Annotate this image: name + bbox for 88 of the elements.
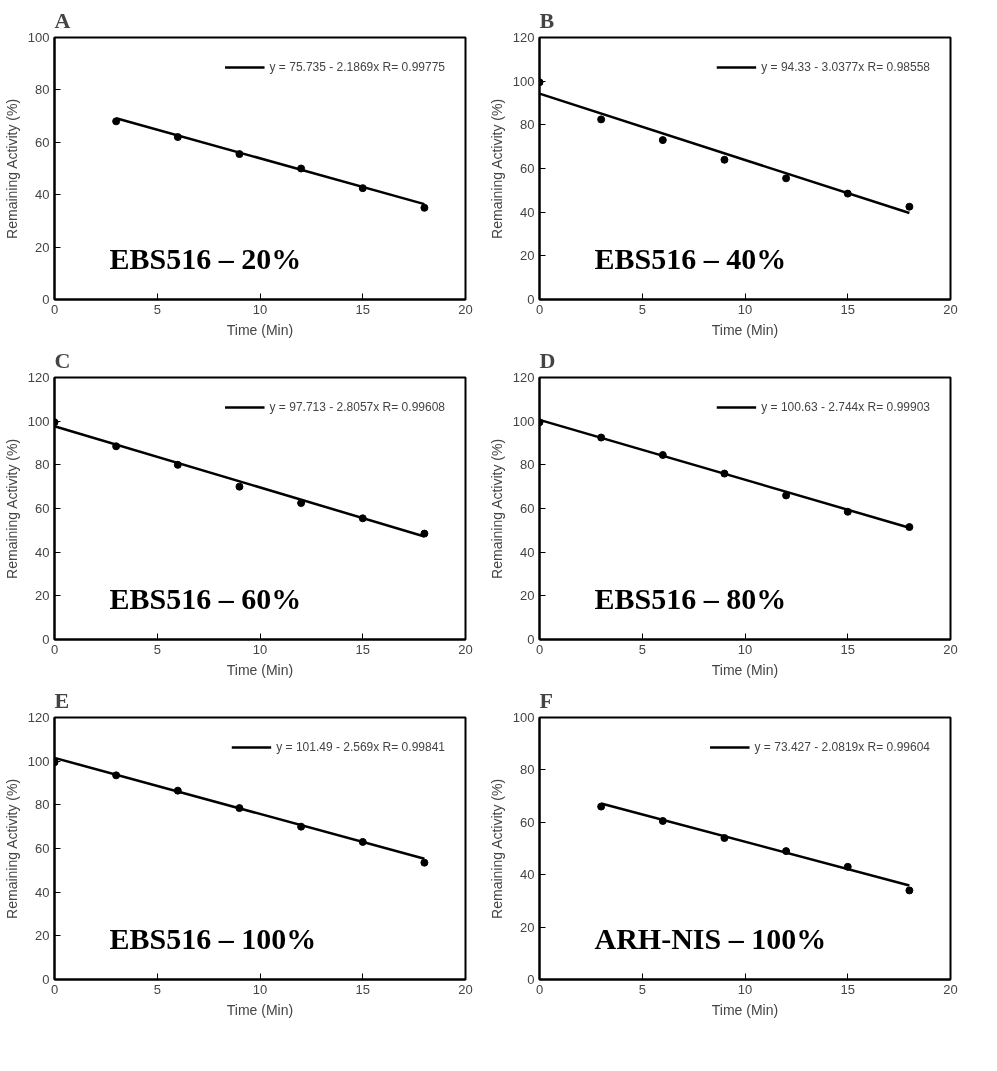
y-tick-label: 100: [27, 30, 50, 45]
legend-label: y = 97.713 - 2.8057x R= 0.99608: [269, 400, 445, 414]
annotation: ARH-NIS – 100%: [594, 921, 827, 955]
x-tick-label: 15: [840, 981, 855, 997]
x-axis-title: Time (Min): [226, 321, 294, 338]
y-axis-title: Remaining Activity (%): [3, 778, 20, 919]
chart-title: E: [54, 687, 70, 713]
y-tick-label: 120: [512, 30, 535, 45]
y-tick-label: 120: [512, 370, 535, 385]
annotation: EBS516 – 100%: [109, 921, 317, 955]
chart-title: D: [539, 347, 556, 373]
x-tick-label: 10: [737, 641, 753, 657]
x-tick-label: 20: [458, 981, 473, 997]
y-tick-label: 40: [35, 187, 50, 203]
x-tick-label: 5: [638, 641, 646, 657]
x-tick-label: 5: [153, 641, 161, 657]
y-tick-label: 40: [520, 544, 535, 560]
y-tick-label: 40: [35, 884, 50, 900]
y-tick-label: 100: [512, 413, 535, 429]
x-tick-label: 10: [252, 981, 268, 997]
annotation: EBS516 – 60%: [109, 581, 302, 615]
chart-title: B: [539, 7, 555, 33]
chart-title: F: [539, 687, 553, 713]
x-tick-label: 15: [355, 641, 370, 657]
y-tick-label: 40: [520, 204, 535, 220]
annotation: EBS516 – 20%: [109, 241, 302, 275]
x-axis-title: Time (Min): [226, 1001, 294, 1018]
y-tick-label: 60: [520, 161, 535, 176]
y-tick-label: 100: [512, 73, 535, 89]
x-axis-title: Time (Min): [711, 1001, 779, 1018]
x-tick-label: 5: [153, 981, 161, 997]
x-tick-label: 20: [943, 981, 958, 997]
y-tick-label: 80: [35, 82, 50, 98]
y-tick-label: 80: [35, 457, 50, 473]
y-tick-label: 100: [27, 753, 50, 769]
x-tick-label: 15: [840, 641, 855, 657]
x-tick-label: 20: [943, 301, 958, 317]
annotation: EBS516 – 80%: [594, 581, 787, 615]
y-tick-label: 60: [520, 501, 535, 516]
x-tick-label: 20: [458, 301, 473, 317]
y-tick-label: 20: [35, 588, 50, 604]
legend-label: y = 101.49 - 2.569x R= 0.99841: [276, 740, 445, 754]
y-tick-label: 80: [520, 117, 535, 133]
legend-label: y = 94.33 - 3.0377x R= 0.98558: [761, 60, 930, 74]
x-tick-label: 20: [458, 641, 473, 657]
y-axis-title: Remaining Activity (%): [488, 98, 505, 239]
y-tick-label: 120: [27, 370, 50, 385]
y-tick-label: 100: [512, 710, 535, 725]
y-axis-title: Remaining Activity (%): [3, 438, 20, 579]
y-tick-label: 60: [35, 841, 50, 856]
y-tick-label: 80: [35, 797, 50, 813]
y-tick-label: 40: [520, 867, 535, 883]
legend-label: y = 100.63 - 2.744x R= 0.99903: [761, 400, 930, 414]
chart-title: A: [54, 7, 71, 33]
x-tick-label: 5: [638, 981, 646, 997]
y-tick-label: 80: [520, 457, 535, 473]
y-tick-label: 60: [520, 814, 535, 830]
y-tick-label: 120: [27, 710, 50, 725]
y-tick-label: 80: [520, 762, 535, 778]
x-tick-label: 15: [840, 301, 855, 317]
y-tick-label: 20: [35, 239, 50, 255]
x-tick-label: 5: [638, 301, 646, 317]
x-axis-title: Time (Min): [711, 661, 779, 678]
x-tick-label: 20: [943, 641, 958, 657]
y-tick-label: 20: [520, 588, 535, 604]
x-axis-title: Time (Min): [711, 321, 779, 338]
y-tick-label: 60: [35, 134, 50, 150]
x-tick-label: 10: [737, 301, 753, 317]
y-tick-label: 20: [35, 928, 50, 944]
chart-title: C: [54, 347, 71, 373]
y-tick-label: 100: [27, 413, 50, 429]
x-tick-label: 10: [737, 981, 753, 997]
y-tick-label: 20: [520, 919, 535, 935]
y-axis-title: Remaining Activity (%): [488, 778, 505, 919]
y-tick-label: 40: [35, 544, 50, 560]
y-tick-label: 60: [35, 501, 50, 516]
x-tick-label: 5: [153, 301, 161, 317]
x-tick-label: 15: [355, 981, 370, 997]
x-tick-label: 10: [252, 641, 268, 657]
legend-label: y = 73.427 - 2.0819x R= 0.99604: [754, 740, 930, 754]
y-axis-title: Remaining Activity (%): [3, 98, 20, 239]
annotation: EBS516 – 40%: [594, 241, 787, 275]
x-axis-title: Time (Min): [226, 661, 294, 678]
y-axis-title: Remaining Activity (%): [488, 438, 505, 579]
x-tick-label: 10: [252, 301, 268, 317]
y-tick-label: 20: [520, 248, 535, 264]
x-tick-label: 15: [355, 301, 370, 317]
legend-label: y = 75.735 - 2.1869x R= 0.99775: [269, 60, 445, 74]
